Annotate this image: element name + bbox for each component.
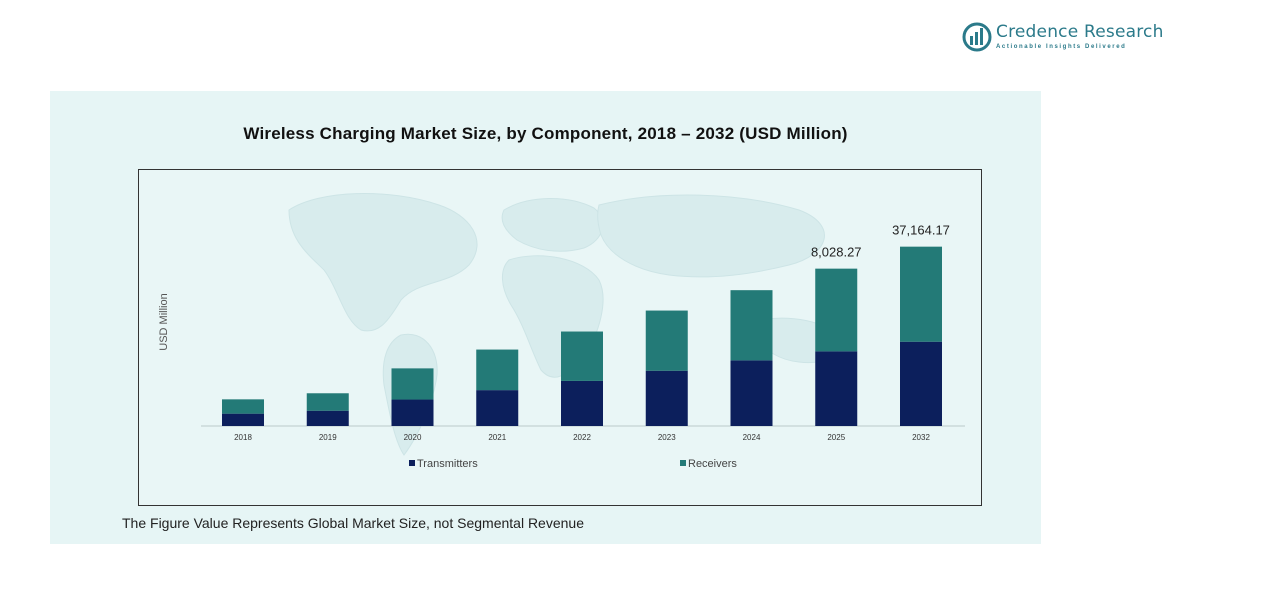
legend-label-transmitters: Transmitters — [417, 458, 478, 470]
bar-transmitters-2023 — [645, 370, 688, 426]
x-tick-label-2024: 2024 — [743, 433, 761, 442]
total-labels: 8,028.27 37,164.17 — [811, 223, 950, 260]
legend-label-receivers: Receivers — [688, 458, 737, 470]
x-tick-label-2025: 2025 — [827, 433, 845, 442]
bar-transmitters-2022 — [561, 380, 603, 426]
bar-transmitters-2024 — [730, 360, 773, 426]
bar-receivers-2025 — [815, 268, 858, 352]
bar-receivers-2032 — [900, 246, 942, 342]
x-tick-label-2018: 2018 — [234, 433, 252, 442]
x-tick-label-2019: 2019 — [319, 433, 337, 442]
chart-panel: Wireless Charging Market Size, by Compon… — [50, 91, 1041, 544]
x-tick-labels: 2018 2019 2020 2021 2022 2023 2024 2025 2032 — [234, 433, 930, 442]
bar-receivers-2019 — [306, 393, 349, 411]
x-tick-label-2021: 2021 — [488, 433, 506, 442]
legend: Transmitters Receivers — [409, 458, 737, 470]
bars-layer — [222, 246, 942, 426]
bar-transmitters-2025 — [815, 351, 858, 426]
stacked-bar-chart: USD Million 2018 2019 2020 2021 2022 2023 2024… — [158, 193, 965, 470]
x-tick-label-2020: 2020 — [404, 433, 422, 442]
bar-receivers-2021 — [476, 349, 519, 391]
credence-logo-icon — [962, 22, 992, 52]
bar-receivers-2020 — [391, 368, 434, 400]
bar-receivers-2023 — [645, 310, 688, 371]
chart-area: USD Million 2018 2019 2020 2021 2022 2023 2024… — [138, 169, 982, 506]
bar-transmitters-2019 — [306, 410, 349, 426]
legend-swatch-receivers — [680, 460, 686, 466]
bar-receivers-2024 — [730, 290, 773, 361]
bar-transmitters-2018 — [222, 413, 264, 426]
x-tick-label-2032: 2032 — [912, 433, 930, 442]
brand-tagline: Actionable Insights Delivered — [996, 44, 1127, 50]
bar-transmitters-2032 — [900, 341, 942, 426]
bar-receivers-2018 — [222, 399, 264, 414]
x-tick-label-2022: 2022 — [573, 433, 591, 442]
brand-logo: Credence Research Actionable Insights De… — [962, 22, 1164, 52]
chart-title: Wireless Charging Market Size, by Compon… — [243, 124, 848, 143]
brand-name: Credence Research — [996, 22, 1164, 42]
x-tick-label-2023: 2023 — [658, 433, 676, 442]
bar-transmitters-2020 — [391, 399, 434, 426]
legend-swatch-transmitters — [409, 460, 415, 466]
bar-transmitters-2021 — [476, 390, 519, 426]
total-label-2032: 37,164.17 — [892, 223, 950, 238]
footnote: The Figure Value Represents Global Marke… — [122, 515, 584, 531]
total-label-2025: 8,028.27 — [811, 245, 862, 260]
y-axis-label: USD Million — [158, 293, 170, 350]
bar-receivers-2022 — [561, 331, 603, 381]
